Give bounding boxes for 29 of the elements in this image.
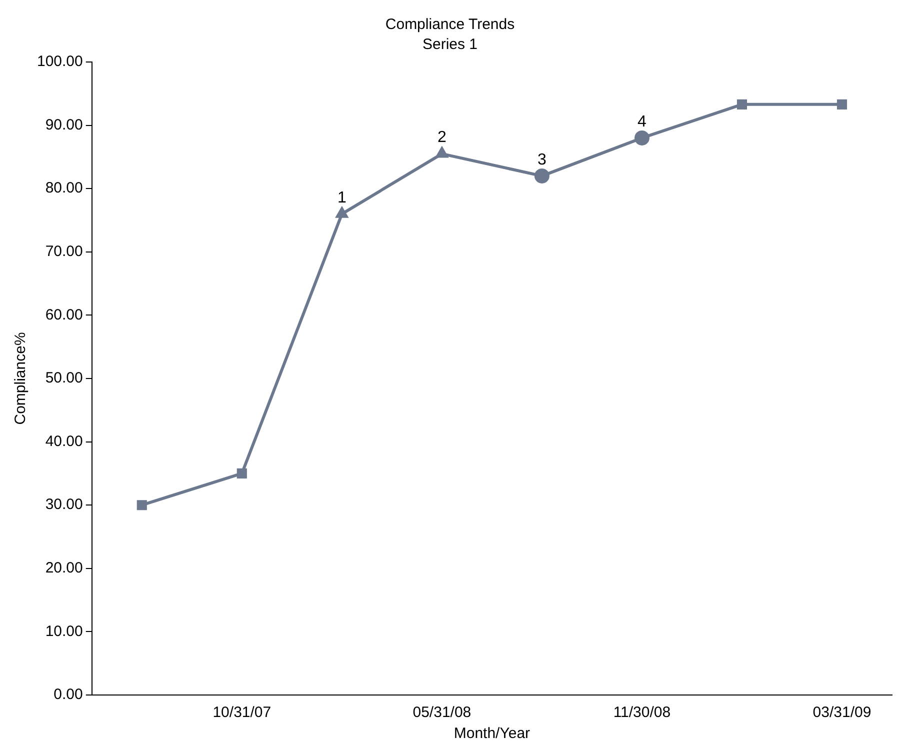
point bbox=[836, 99, 848, 110]
annotation: 4 bbox=[638, 113, 647, 130]
y-tick-label: 90.00 bbox=[45, 116, 83, 134]
x-tick-label: 05/31/08 bbox=[412, 704, 472, 722]
y-tick-label: 100.00 bbox=[36, 53, 83, 70]
chart-subtitle: Series 1 bbox=[422, 36, 478, 54]
y-tick-label: 70.00 bbox=[45, 243, 83, 260]
point bbox=[534, 168, 550, 184]
annotation: 2 bbox=[437, 129, 446, 146]
y-tick-label: 20.00 bbox=[45, 560, 83, 577]
x-tick-label: 10/31/07 bbox=[212, 704, 272, 722]
point bbox=[136, 500, 147, 510]
y-tick-label: 30.00 bbox=[45, 496, 83, 514]
x-tick-label: 03/31/09 bbox=[812, 704, 872, 722]
point bbox=[634, 130, 650, 146]
x-tick-label: 11/30/08 bbox=[613, 704, 671, 722]
y-tick-label: 40.00 bbox=[45, 432, 83, 450]
y-tick-label: 0.00 bbox=[54, 686, 83, 704]
y-axis-title: Compliance% bbox=[12, 332, 30, 425]
y-tick-label: 60.00 bbox=[45, 306, 83, 324]
y-tick-label: 10.00 bbox=[45, 622, 83, 640]
point bbox=[736, 99, 748, 110]
annotation: 1 bbox=[337, 189, 346, 206]
y-tick-label: 80.00 bbox=[45, 180, 83, 197]
y-tick-label: 50.00 bbox=[45, 370, 83, 387]
x-axis-title: Month/Year bbox=[454, 725, 530, 742]
annotation: 3 bbox=[537, 151, 546, 168]
chart-title: Compliance Trends bbox=[385, 16, 515, 34]
point bbox=[236, 468, 247, 478]
